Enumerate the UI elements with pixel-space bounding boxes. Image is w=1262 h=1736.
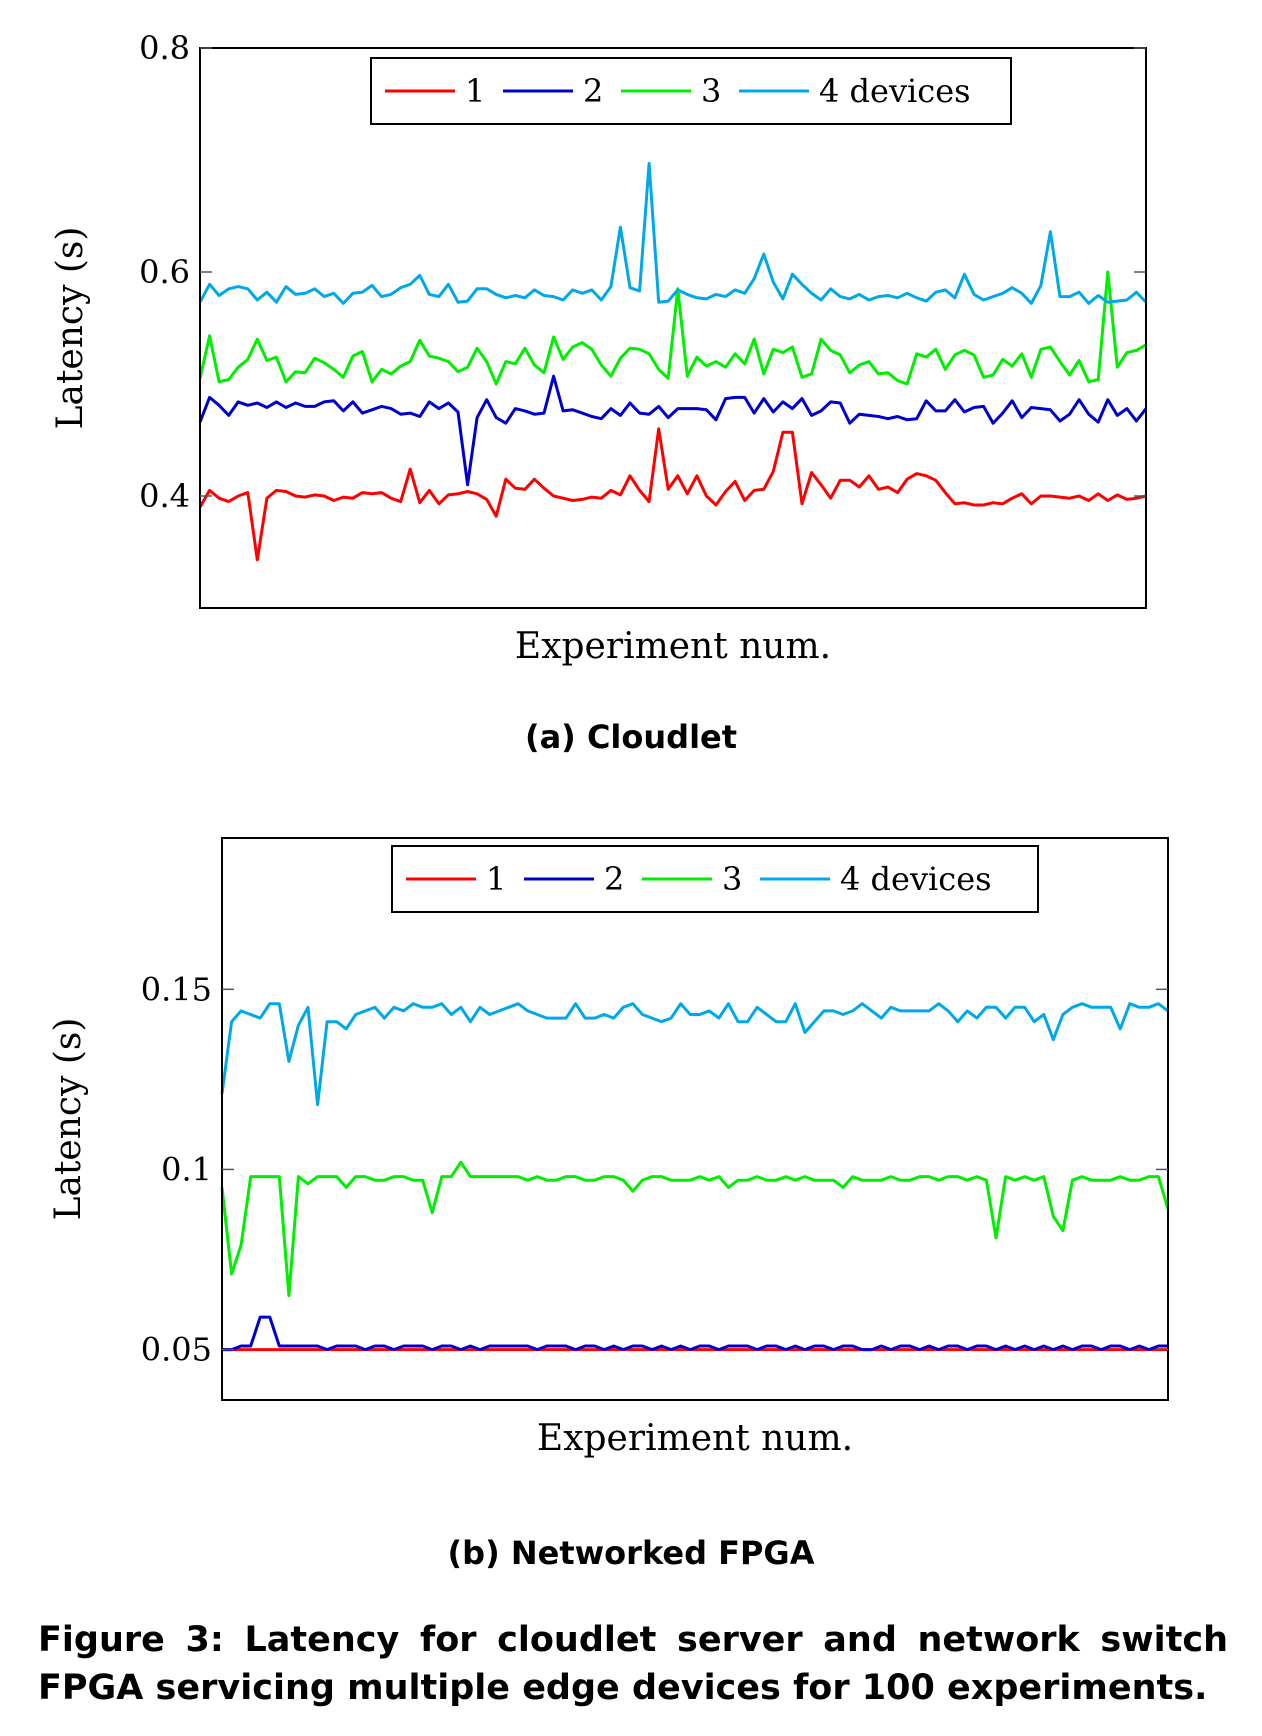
y-tick-label: 0.15 <box>141 970 212 1008</box>
legend-label-1: 1 <box>486 860 506 898</box>
legend-label-3: 3 <box>722 860 742 898</box>
chart-networked-fpga: 0.05 0.1 0.15 Experiment num. Latency (s) 1 2 3… <box>48 837 1170 1459</box>
series-line-2 <box>198 374 1148 487</box>
series-line-4 <box>198 161 1148 305</box>
legend-label-1: 1 <box>465 72 485 110</box>
y-tick-label: 0.1 <box>161 1150 212 1188</box>
legend-label-3: 3 <box>701 72 721 110</box>
y-axis-label: Latency (s) <box>50 227 91 430</box>
series-line-4 <box>220 1002 1169 1107</box>
legend-label-4: 4 devices <box>819 72 971 110</box>
plot-frame <box>221 837 1169 1401</box>
subcaption-networked-fpga: (b) Networked FPGA <box>447 1534 815 1572</box>
series-line-2 <box>222 1315 1168 1352</box>
x-axis-label: Experiment num. <box>515 626 831 667</box>
series-line-3 <box>198 270 1147 386</box>
legend-label-4: 4 devices <box>840 860 992 898</box>
series-line-3 <box>220 1160 1170 1297</box>
y-tick-label: 0.05 <box>141 1331 212 1369</box>
legend-label-2: 2 <box>583 72 603 110</box>
legend-label-2: 2 <box>604 860 624 898</box>
subcaption-cloudlet: (a) Cloudlet <box>524 718 738 756</box>
y-axis-label: Latency (s) <box>48 1018 89 1221</box>
series-line-1 <box>198 427 1147 562</box>
figure-caption: Figure 3: Latency for cloudlet server an… <box>38 1620 1228 1708</box>
legend-box <box>391 845 1039 913</box>
plot-frame <box>199 47 1147 609</box>
y-tick-label: 0.4 <box>139 477 190 515</box>
y-tick-label: 0.8 <box>139 29 190 67</box>
chart-cloudlet: 0.4 0.6 0.8 Experiment num. Latency (s) 1 2 3 4 … <box>50 29 1148 667</box>
y-tick-label: 0.6 <box>139 253 190 291</box>
x-axis-label: Experiment num. <box>537 1418 853 1459</box>
